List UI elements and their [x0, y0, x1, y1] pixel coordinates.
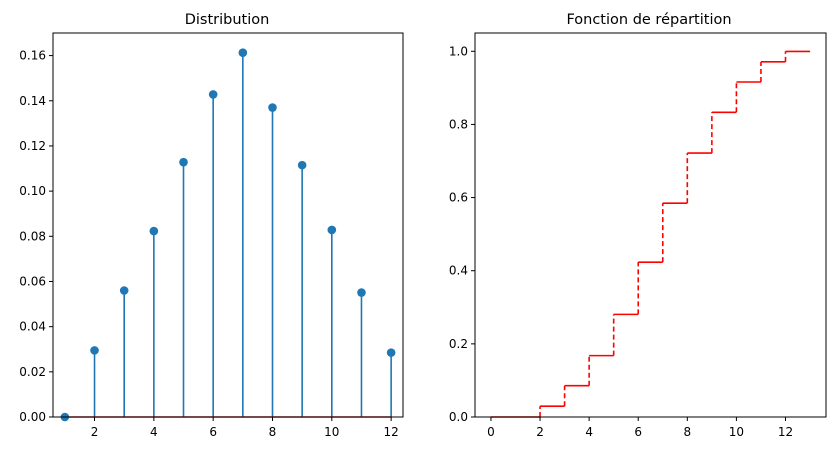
cdf-title: Fonction de répartition — [566, 12, 731, 28]
stem-marker — [327, 225, 337, 235]
stem-marker — [238, 48, 248, 57]
y-tick-label: 0.00 — [19, 410, 46, 424]
cdf-plot-frame — [474, 32, 827, 418]
distribution-y-axis-ticks: 0.00 0.02 0.04 0.06 0.08 0.10 0.12 0.14 0.16 — [19, 49, 53, 424]
x-tick-label: 8 — [269, 425, 277, 439]
y-tick-label: 0.12 — [19, 139, 46, 153]
stem-marker — [119, 286, 129, 295]
y-tick-label: 0.02 — [19, 365, 46, 379]
y-tick-label: 0.0 — [449, 410, 468, 424]
y-tick-label: 0.04 — [19, 320, 46, 334]
y-tick-label: 0.08 — [19, 229, 46, 243]
x-tick-label: 6 — [209, 425, 217, 439]
distribution-x-axis-ticks: 2 4 6 8 10 12 — [91, 417, 399, 439]
x-tick-label: 4 — [585, 425, 593, 439]
cdf-panel: Fonction de répartition 0 2 4 6 8 10 12 0.0 0.2… — [449, 12, 827, 439]
cdf-y-axis-ticks: 0.0 0.2 0.4 0.6 0.8 1.0 — [449, 44, 475, 424]
y-tick-label: 0.8 — [449, 117, 468, 131]
x-tick-label: 0 — [487, 425, 495, 439]
x-tick-label: 10 — [324, 425, 339, 439]
y-tick-label: 0.4 — [449, 264, 468, 278]
y-tick-label: 0.6 — [449, 191, 468, 205]
y-tick-label: 0.2 — [449, 337, 468, 351]
stem-marker — [386, 348, 396, 357]
cdf-x-axis-ticks: 0 2 4 6 8 10 12 — [487, 417, 793, 439]
stem-marker — [149, 226, 159, 236]
y-tick-label: 0.16 — [19, 49, 46, 63]
stem-marker — [268, 103, 277, 112]
x-tick-label: 10 — [729, 425, 744, 439]
distribution-title: Distribution — [185, 12, 270, 28]
cdf-marks — [490, 50, 811, 418]
x-tick-label: 2 — [536, 425, 544, 439]
y-tick-label: 0.06 — [19, 274, 46, 288]
distribution-plot-frame — [52, 32, 404, 418]
stem-marker — [357, 288, 366, 297]
y-tick-label: 0.14 — [19, 94, 46, 108]
distribution-marks — [60, 48, 396, 422]
stem-marker — [179, 157, 188, 167]
x-tick-label: 6 — [634, 425, 642, 439]
stem-marker — [297, 160, 307, 170]
x-tick-label: 8 — [683, 425, 691, 439]
x-tick-label: 2 — [91, 425, 99, 439]
stem-marker — [208, 90, 218, 99]
x-tick-label: 4 — [150, 425, 158, 439]
y-tick-label: 1.0 — [449, 44, 468, 58]
stem-marker — [90, 346, 99, 355]
y-tick-label: 0.10 — [19, 184, 46, 198]
x-tick-label: 12 — [383, 425, 398, 439]
x-tick-label: 12 — [778, 425, 793, 439]
distribution-panel: Distribution 2 4 6 8 10 12 0.000.020.040.060.… — [19, 12, 404, 439]
